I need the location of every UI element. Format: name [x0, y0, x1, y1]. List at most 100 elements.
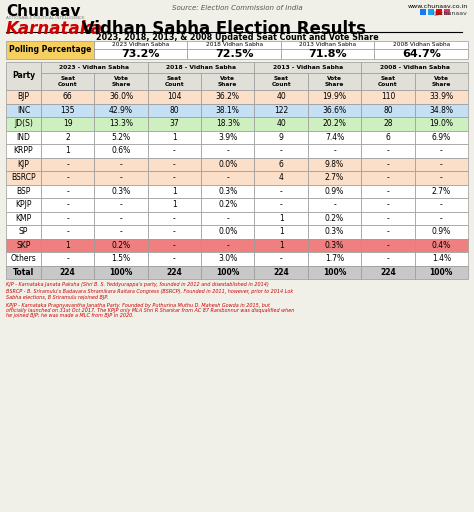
Text: -: -	[440, 160, 443, 169]
Bar	[415, 266, 468, 279]
Text: -: -	[387, 173, 389, 182]
Bar	[308, 225, 361, 239]
Text: 2023, 2018, 2013, & 2008 Updated Seat Count and Vote Share: 2023, 2018, 2013, & 2008 Updated Seat Co…	[96, 33, 378, 42]
Text: 1.4%: 1.4%	[432, 254, 451, 263]
Text: ACTIONABLE POLITICAL INTELLIGENCE: ACTIONABLE POLITICAL INTELLIGENCE	[6, 16, 85, 20]
Text: 224: 224	[380, 268, 396, 277]
Bar	[148, 266, 201, 279]
Text: -: -	[280, 200, 283, 209]
Bar	[255, 131, 308, 144]
Text: -: -	[227, 241, 229, 250]
Bar	[41, 198, 94, 211]
Bar	[201, 144, 255, 158]
Text: 1: 1	[279, 227, 283, 236]
Text: IND: IND	[17, 133, 30, 142]
Bar	[415, 198, 468, 211]
Bar	[415, 131, 468, 144]
Text: 34.8%: 34.8%	[429, 106, 453, 115]
Text: 0.6%: 0.6%	[111, 146, 131, 155]
Text: BSRCP: BSRCP	[11, 173, 36, 182]
Bar	[148, 131, 201, 144]
Text: 1: 1	[279, 241, 283, 250]
Bar	[94, 49, 188, 59]
Bar	[361, 73, 415, 90]
Bar	[361, 144, 415, 158]
Bar	[255, 158, 308, 171]
Text: -: -	[387, 214, 389, 223]
Bar	[374, 49, 468, 59]
Bar	[148, 73, 201, 90]
Text: -: -	[66, 227, 69, 236]
Bar	[6, 211, 41, 225]
Bar	[415, 239, 468, 252]
Bar	[255, 90, 308, 103]
Text: 1: 1	[172, 187, 177, 196]
Bar	[428, 9, 434, 15]
Text: KMP: KMP	[15, 214, 32, 223]
Text: SKP: SKP	[16, 241, 31, 250]
Text: KPJP: KPJP	[15, 200, 32, 209]
Bar	[6, 62, 41, 90]
Text: 0.3%: 0.3%	[218, 187, 237, 196]
Bar	[308, 252, 361, 266]
Text: 72.5%: 72.5%	[215, 49, 254, 59]
Bar	[94, 211, 148, 225]
Text: 64.7%: 64.7%	[402, 49, 441, 59]
Bar	[255, 144, 308, 158]
Bar	[148, 171, 201, 184]
Text: Party: Party	[12, 72, 35, 80]
Bar	[361, 252, 415, 266]
Text: KRPP: KRPP	[14, 146, 33, 155]
Bar	[188, 41, 281, 49]
Bar	[308, 266, 361, 279]
Bar	[41, 117, 94, 131]
Text: Seat
Count: Seat Count	[272, 76, 291, 88]
Text: Vote
Share: Vote Share	[325, 76, 344, 88]
Text: he joined BJP; he was made a MLC from BJP in 2020.: he joined BJP; he was made a MLC from BJ…	[6, 313, 134, 318]
Text: -: -	[387, 146, 389, 155]
Text: 7.4%: 7.4%	[325, 133, 344, 142]
Bar	[201, 73, 255, 90]
Text: 66: 66	[63, 92, 73, 101]
Text: 40: 40	[276, 119, 286, 128]
Bar	[201, 171, 255, 184]
Bar	[201, 184, 255, 198]
Text: 5.2%: 5.2%	[111, 133, 131, 142]
Bar	[361, 62, 468, 73]
Bar	[41, 184, 94, 198]
Text: 0.3%: 0.3%	[325, 241, 344, 250]
Bar	[255, 225, 308, 239]
Text: 3.0%: 3.0%	[218, 254, 237, 263]
Text: Chunaav: Chunaav	[6, 4, 81, 19]
Bar	[41, 211, 94, 225]
Bar	[188, 49, 281, 59]
Bar	[361, 131, 415, 144]
Bar	[308, 131, 361, 144]
Bar	[308, 158, 361, 171]
Text: -: -	[66, 214, 69, 223]
Text: -: -	[440, 214, 443, 223]
Text: -: -	[333, 146, 336, 155]
Bar	[255, 239, 308, 252]
Bar	[308, 171, 361, 184]
Text: -: -	[173, 254, 176, 263]
Bar	[6, 103, 41, 117]
Text: -: -	[66, 160, 69, 169]
Bar	[415, 211, 468, 225]
Bar	[41, 62, 148, 73]
Text: 28: 28	[383, 119, 392, 128]
Bar	[308, 103, 361, 117]
Text: 100%: 100%	[323, 268, 346, 277]
Bar	[41, 171, 94, 184]
Bar	[148, 225, 201, 239]
Text: 1: 1	[65, 241, 70, 250]
Bar	[148, 198, 201, 211]
Text: -: -	[66, 187, 69, 196]
Bar	[308, 73, 361, 90]
Bar	[41, 225, 94, 239]
Bar	[415, 171, 468, 184]
Bar	[255, 73, 308, 90]
Bar	[361, 225, 415, 239]
Text: 80: 80	[170, 106, 179, 115]
Text: 1: 1	[172, 133, 177, 142]
